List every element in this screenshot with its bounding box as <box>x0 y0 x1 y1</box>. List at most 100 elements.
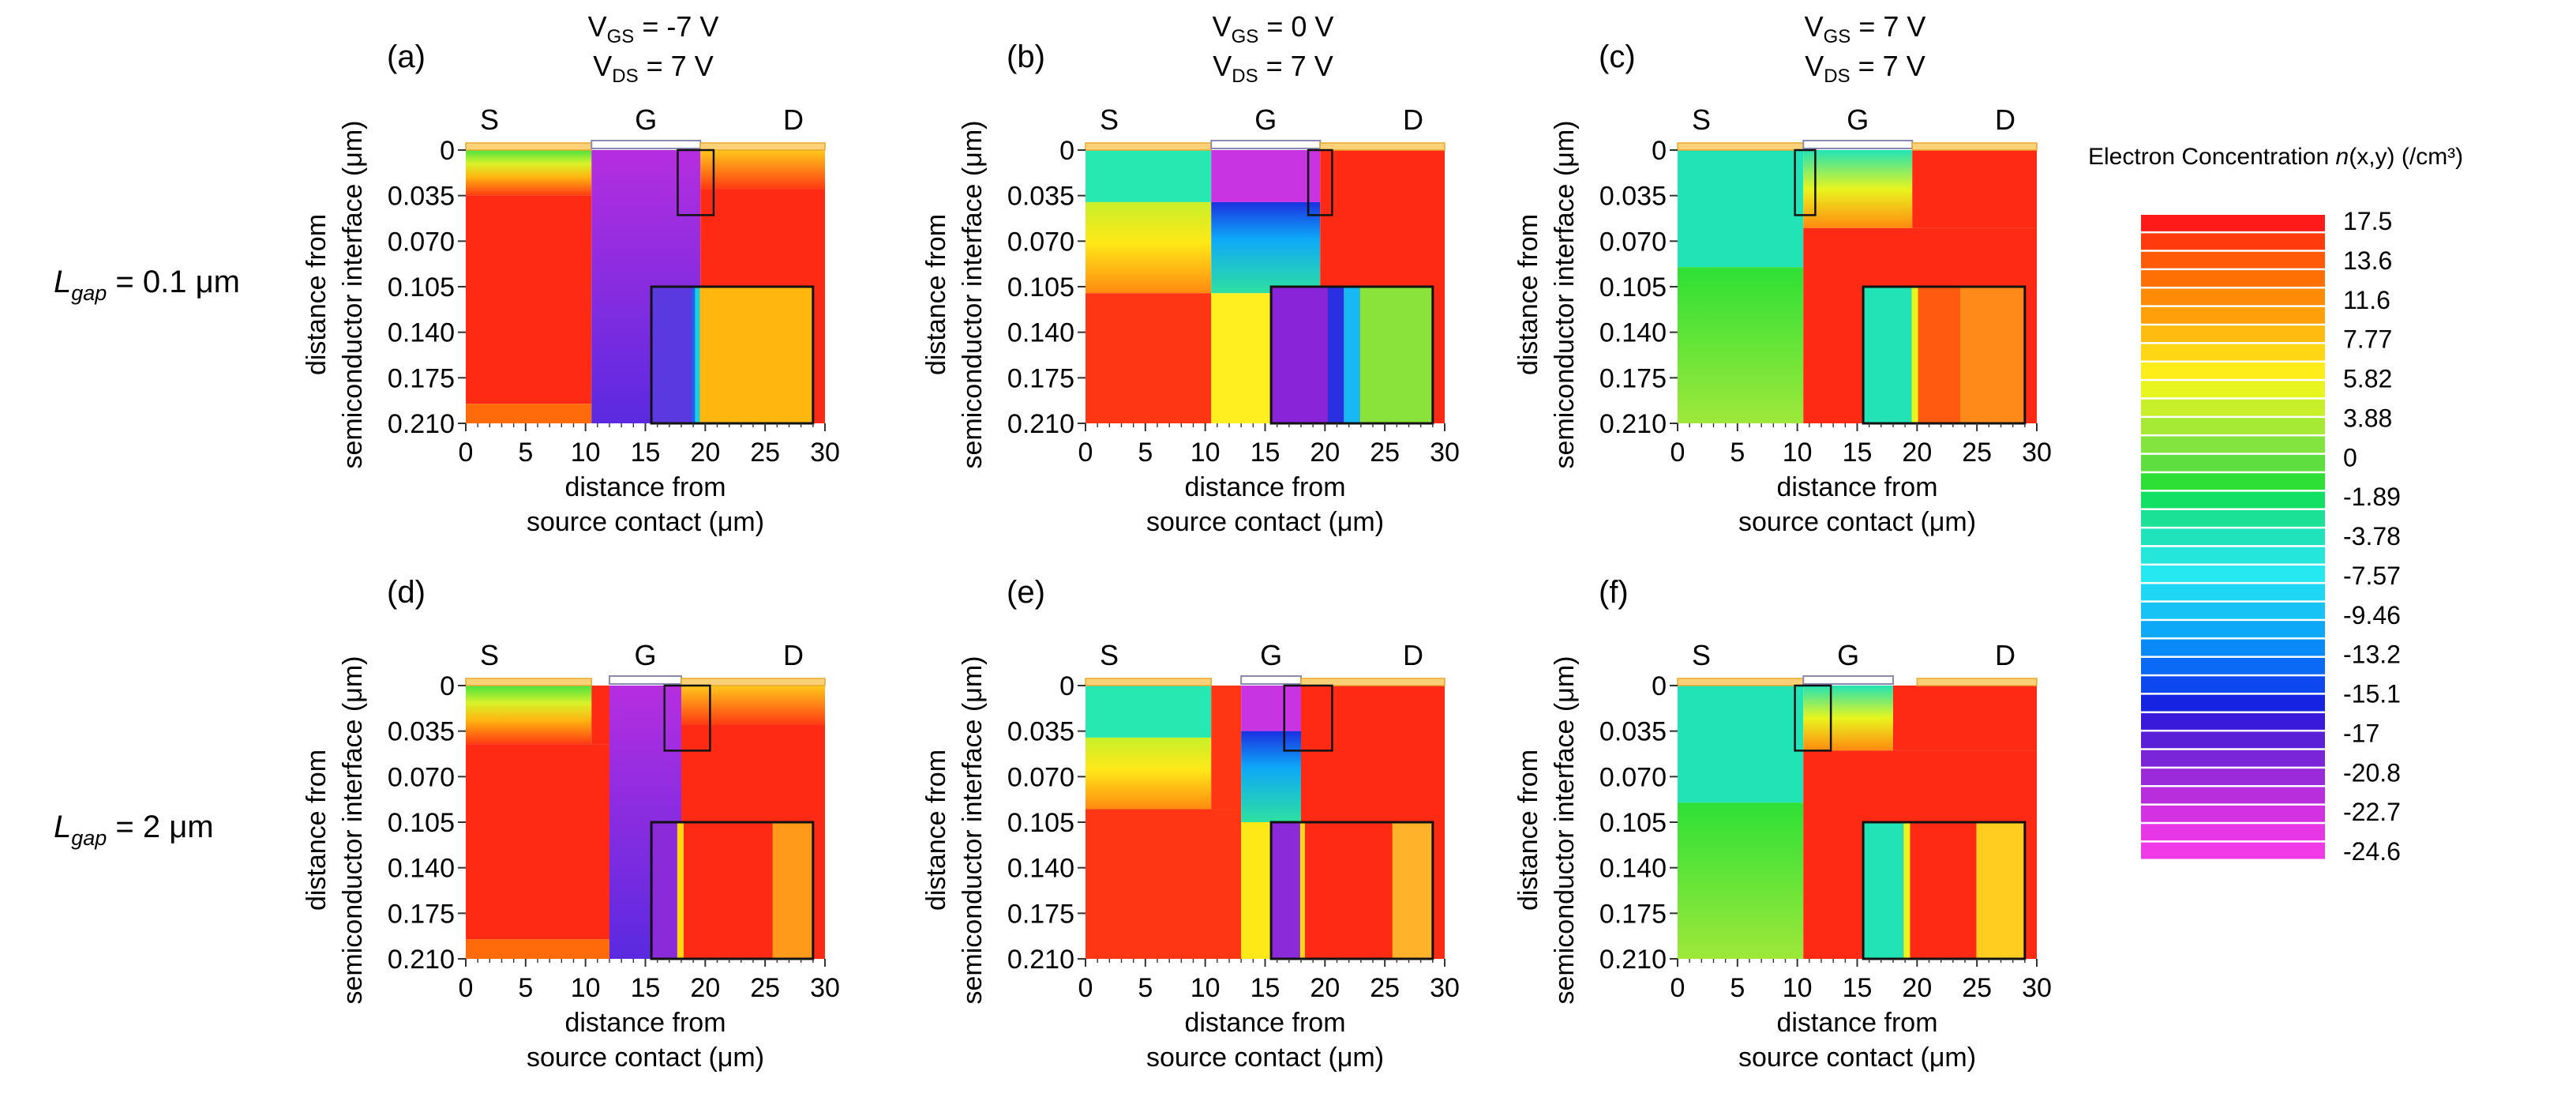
drain-label: D <box>1995 103 2015 136</box>
vds-symbol: V <box>593 50 612 82</box>
gate-label: G <box>1837 639 1859 671</box>
colorbar-swatch <box>2141 547 2325 564</box>
inset-frame <box>650 285 815 425</box>
colorbar-swatch <box>2141 676 2325 693</box>
y-tick-label: 0.140 <box>1007 318 1074 348</box>
heatmap-region <box>1678 686 1804 803</box>
vds-subscript: DS <box>1824 66 1850 87</box>
colorbar-swatch <box>2141 768 2325 786</box>
source-label: S <box>1692 103 1711 136</box>
inset-band <box>692 287 696 423</box>
x-tick-label: 25 <box>750 438 780 468</box>
colorbar-swatch <box>2141 473 2325 490</box>
y-axis-title-line1: distance from <box>302 750 332 911</box>
inset-band <box>1344 287 1360 423</box>
x-tick-label: 15 <box>631 973 661 1003</box>
vgs-value: = 0 V <box>1258 10 1333 43</box>
y-tick-label: 0.210 <box>1599 945 1667 975</box>
drain-label: D <box>783 639 804 671</box>
vgs-header: VGS = -7 V <box>588 10 719 47</box>
inset-band <box>1392 822 1433 959</box>
colorbar-title-var: n <box>2336 144 2349 170</box>
y-tick-label: 0.105 <box>1599 808 1667 838</box>
y-tick-label: 0.210 <box>388 409 455 439</box>
y-axis-title-line1: distance from <box>302 214 332 375</box>
y-tick-label: 0.105 <box>1007 808 1074 838</box>
inset-band <box>1910 822 1977 959</box>
colorbar-swatch <box>2141 381 2325 398</box>
panel-label: (c) <box>1599 39 1636 74</box>
inset-band <box>772 822 813 959</box>
source-contact-bar <box>1085 142 1212 151</box>
y-tick-label: 0.175 <box>388 899 455 929</box>
inset-band <box>1863 287 1912 423</box>
drain-contact-bar <box>1916 678 2038 686</box>
row-label-value: = 0.1 μm <box>107 265 240 299</box>
heatmap-region <box>466 939 609 959</box>
y-tick-label: 0.070 <box>1599 227 1667 257</box>
x-tick-label: 20 <box>690 438 720 468</box>
vds-header: VDS = 7 V <box>1805 50 1925 87</box>
y-tick-label: 0.175 <box>1007 899 1074 929</box>
colorbar-tick-label: 3.88 <box>2343 404 2392 432</box>
inset-band <box>1976 822 2025 959</box>
inset-band <box>699 287 813 423</box>
inset-band <box>651 822 677 959</box>
source-contact-bar <box>1085 678 1212 686</box>
x-tick-label: 10 <box>1191 973 1221 1003</box>
inset-band <box>695 287 700 423</box>
colorbar-tick-label: -13.2 <box>2343 641 2401 669</box>
inset-band <box>1903 822 1910 959</box>
x-tick-label: 20 <box>1902 973 1932 1003</box>
zoom-box <box>1283 684 1333 752</box>
heatmap-region <box>466 744 609 940</box>
heatmap-region <box>1241 686 1301 731</box>
colorbar-tick-label: 0 <box>2343 443 2357 472</box>
source-contact-bar <box>465 142 592 151</box>
vgs-symbol: V <box>1213 10 1232 43</box>
y-tick-label: 0.210 <box>1599 409 1667 439</box>
colorbar-swatch <box>2141 215 2325 231</box>
x-axis-title-line2: source contact (μm) <box>1738 507 1976 537</box>
x-tick-label: 0 <box>1078 973 1093 1003</box>
y-tick-label: 0.070 <box>388 762 455 792</box>
x-tick-label: 10 <box>571 438 601 468</box>
x-tick-label: 15 <box>631 438 661 468</box>
y-tick-label: 0.035 <box>1599 717 1667 747</box>
x-tick-label: 25 <box>1370 438 1400 468</box>
vds-subscript: DS <box>612 66 638 87</box>
vgs-value: = -7 V <box>634 10 718 43</box>
y-axis-title-line2: semiconductor interface (μm) <box>958 656 988 1005</box>
x-tick-label: 0 <box>459 438 474 468</box>
inset-band <box>1305 822 1393 959</box>
x-tick-label: 30 <box>2022 438 2052 468</box>
x-tick-label: 10 <box>1191 438 1221 468</box>
x-tick-label: 0 <box>1670 438 1685 468</box>
colorbar-swatch <box>2141 694 2325 712</box>
drain-contact-bar <box>681 678 826 686</box>
source-contact-bar <box>1677 142 1804 151</box>
panel-label: (e) <box>1007 575 1045 610</box>
colorbar-swatch <box>2141 251 2325 269</box>
x-tick-label: 25 <box>750 973 780 1003</box>
colorbar-swatch <box>2141 657 2325 675</box>
heatmap-region <box>1893 686 2037 751</box>
y-tick-label: 0.105 <box>1599 272 1667 302</box>
y-tick-label: 0 <box>1652 136 1667 166</box>
x-tick-label: 15 <box>1843 973 1873 1003</box>
x-tick-label: 30 <box>810 973 840 1003</box>
colorbar-swatch <box>2141 602 2325 619</box>
y-tick-label: 0.035 <box>1007 717 1074 747</box>
gate-contact-bar <box>1802 675 1894 685</box>
x-tick-label: 5 <box>1730 438 1745 468</box>
colorbar-swatch <box>2141 270 2325 287</box>
y-axis-title-line1: distance from <box>1513 214 1543 375</box>
vgs-subscript: GS <box>1824 26 1851 47</box>
colorbar-title-args: (x,y) <box>2349 144 2394 170</box>
y-tick-label: 0.070 <box>1007 227 1074 257</box>
y-tick-label: 0.035 <box>388 717 455 747</box>
colorbar-swatch <box>2141 362 2325 379</box>
y-tick-label: 0 <box>440 671 455 701</box>
